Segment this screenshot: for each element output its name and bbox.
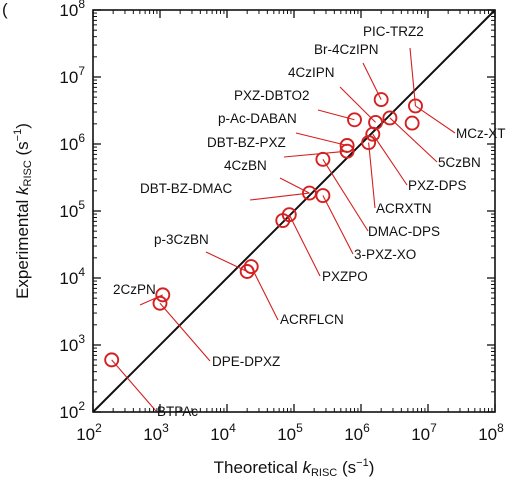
x-tick-label: 108 <box>478 421 504 444</box>
leader-line <box>249 192 310 201</box>
x-tick-label: 106 <box>344 421 370 444</box>
point-label: 4CzIPN <box>288 65 335 80</box>
point-label: DBT-BZ-DMAC <box>140 181 232 196</box>
x-tick-label: 105 <box>277 421 303 444</box>
leader-line <box>368 142 376 209</box>
y-tick-label: 103 <box>59 332 85 355</box>
data-point <box>368 114 384 130</box>
point-label: PXZPO <box>322 269 368 284</box>
data-point <box>382 110 398 126</box>
y-tick-label: 108 <box>59 0 85 20</box>
y-axis-label: Experimental kRISC (s−1) <box>12 123 34 299</box>
point-label: 3-PXZ-XO <box>354 247 416 262</box>
data-point <box>404 115 420 131</box>
leader-line <box>322 195 354 255</box>
point-label: 5CzBN <box>438 155 481 170</box>
point-label: 4CzBN <box>224 158 267 173</box>
leader-line <box>159 302 211 362</box>
leader-line <box>250 266 279 321</box>
x-axis-label: Theoretical kRISC (s−1) <box>214 457 375 479</box>
point-label: PIC-TRZ2 <box>363 24 424 39</box>
data-point <box>104 352 120 368</box>
data-point <box>315 188 331 204</box>
leader-line <box>415 105 456 134</box>
leader-line <box>279 177 310 194</box>
data-point <box>361 135 377 151</box>
leader-line <box>205 251 248 273</box>
point-label: p-Ac-DABAN <box>218 111 297 126</box>
point-label: DMAC-DPS <box>368 224 440 239</box>
y-tick-label: 107 <box>59 64 85 87</box>
point-label: DBT-BZ-PXZ <box>207 135 286 150</box>
data-point <box>239 264 255 279</box>
y-tick-label: 106 <box>59 131 85 154</box>
data-point <box>152 295 168 311</box>
point-label: MCz-XT <box>456 126 506 141</box>
y-tick-label: 102 <box>59 399 85 422</box>
leader-line <box>409 47 417 106</box>
leader-line <box>283 150 348 158</box>
point-label: PXZ-DPS <box>408 178 467 193</box>
data-point <box>373 92 389 108</box>
leader-line <box>288 214 321 277</box>
x-tick-label: 102 <box>76 421 102 444</box>
point-label: ACRFLCN <box>280 312 344 327</box>
leader-line <box>295 132 348 147</box>
point-label: PXZ-DBTO2 <box>234 88 310 103</box>
data-point <box>155 287 171 303</box>
x-tick-label: 103 <box>143 421 169 444</box>
data-point <box>408 98 423 114</box>
leader-line <box>372 133 408 186</box>
data-point <box>281 207 297 223</box>
point-label: 2CzPN <box>113 282 156 297</box>
point-label: ACRXTN <box>376 201 432 216</box>
leader-line <box>322 159 369 232</box>
point-label: Br-4CzIPN <box>314 42 379 57</box>
y-tick-label: 105 <box>59 198 85 221</box>
panel-letter: ( <box>2 0 8 19</box>
data-point <box>243 259 259 275</box>
x-tick-label: 107 <box>411 421 437 444</box>
data-point <box>339 138 355 153</box>
leader-line <box>339 86 376 123</box>
point-label: p-3CzBN <box>154 232 209 247</box>
data-point <box>339 143 355 159</box>
point-label: DPE-DPXZ <box>212 354 280 369</box>
leader-line <box>111 359 157 412</box>
leader-line <box>389 117 438 163</box>
data-point <box>347 112 362 128</box>
x-tick-label: 104 <box>210 421 236 444</box>
data-point <box>315 151 331 167</box>
y-tick-label: 104 <box>59 265 85 288</box>
